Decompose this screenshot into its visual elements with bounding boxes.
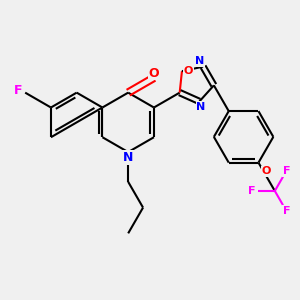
- Text: O: O: [184, 66, 193, 76]
- Text: N: N: [196, 56, 205, 66]
- Text: F: F: [283, 206, 290, 216]
- Text: N: N: [196, 102, 206, 112]
- Text: O: O: [148, 67, 159, 80]
- Text: O: O: [262, 167, 271, 176]
- Text: N: N: [123, 151, 134, 164]
- Text: F: F: [283, 166, 290, 176]
- Text: F: F: [14, 84, 22, 97]
- Text: F: F: [248, 186, 256, 196]
